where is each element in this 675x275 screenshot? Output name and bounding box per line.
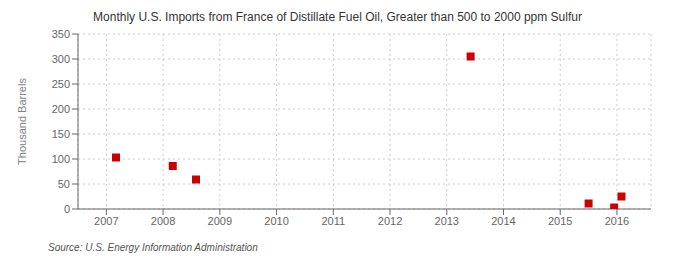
- svg-text:2013: 2013: [435, 215, 459, 227]
- svg-text:100: 100: [52, 153, 70, 165]
- svg-text:350: 350: [52, 28, 70, 40]
- svg-text:2016: 2016: [605, 215, 629, 227]
- html-text:Source: U.S. Energy Informatio: Source: U.S. Energy Information Administ…: [48, 242, 258, 253]
- svg-text:2007: 2007: [94, 215, 118, 227]
- svg-text:300: 300: [52, 53, 70, 65]
- svg-text:2008: 2008: [151, 215, 175, 227]
- svg-text:2011: 2011: [321, 215, 345, 227]
- svg-text:2009: 2009: [208, 215, 232, 227]
- svg-text:150: 150: [52, 128, 70, 140]
- svg-text:250: 250: [52, 78, 70, 90]
- svg-text:2010: 2010: [264, 215, 288, 227]
- svg-text:2014: 2014: [491, 215, 515, 227]
- svg-text:2012: 2012: [378, 215, 402, 227]
- html-text:Monthly U.S. Imports from Fran: Monthly U.S. Imports from France of Dist…: [93, 10, 582, 24]
- svg-text:Thousand Barrels: Thousand Barrels: [16, 78, 28, 165]
- svg-text:50: 50: [58, 178, 70, 190]
- svg-text:200: 200: [52, 103, 70, 115]
- svg-text:0: 0: [64, 203, 70, 215]
- svg-text:2015: 2015: [548, 215, 572, 227]
